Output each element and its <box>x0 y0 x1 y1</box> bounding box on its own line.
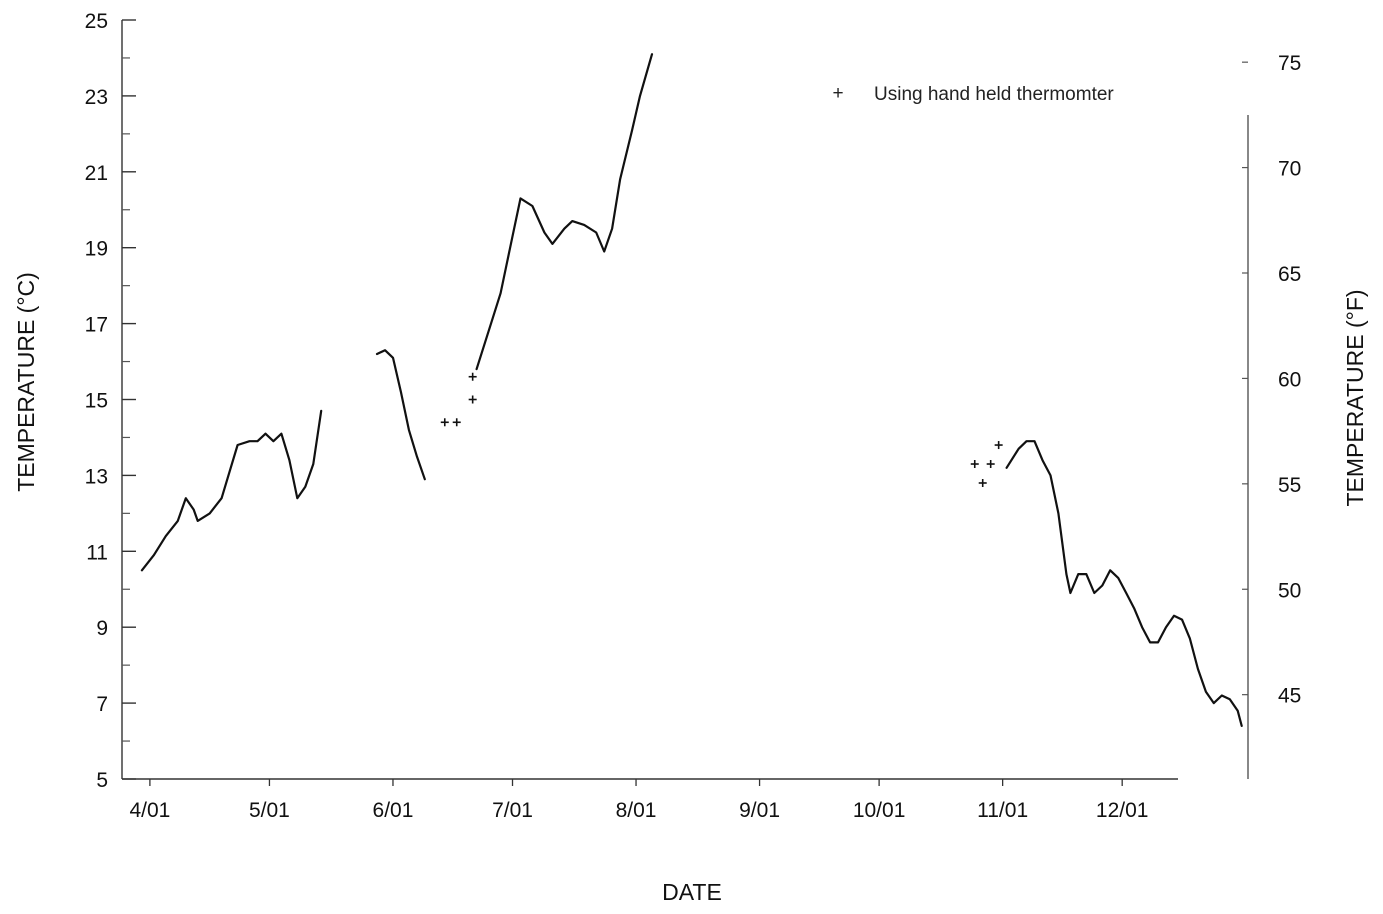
x-tick-label: 6/01 <box>373 799 414 822</box>
hand-held-point <box>440 418 449 427</box>
y-tick-label: 9 <box>96 617 108 640</box>
hand-held-point <box>468 395 477 404</box>
y-tick-label: 21 <box>85 162 108 185</box>
legend-marker: + <box>832 83 843 104</box>
y-tick-label: 7 <box>96 693 108 716</box>
y-tick-label: 5 <box>96 769 108 792</box>
y-tick-label: 15 <box>85 390 108 413</box>
right-y-tick-label: 65 <box>1278 263 1301 286</box>
hand-held-point <box>986 460 995 469</box>
right-y-tick-label: 45 <box>1278 685 1301 708</box>
right-y-tick-label: 55 <box>1278 474 1301 497</box>
y-tick-label: 19 <box>85 238 108 261</box>
x-tick-label: 8/01 <box>616 799 657 822</box>
x-axis-title: DATE <box>662 879 722 905</box>
x-tick-label: 7/01 <box>492 799 533 822</box>
hand-held-points <box>440 372 1003 487</box>
legend: + Using hand held thermomter <box>832 83 1114 105</box>
y-tick-label: 13 <box>85 465 108 488</box>
hand-held-point <box>978 478 987 487</box>
right-y-axis-title: TEMPERATURE (°F) <box>1342 289 1368 506</box>
temperature-series <box>140 53 1243 727</box>
x-tick-label: 5/01 <box>249 799 290 822</box>
right-y-tick-label: 50 <box>1278 579 1301 602</box>
x-axis-ticks: 4/01 5/01 6/01 7/01 8/01 9/01 10/01 11/01 12/01 <box>129 779 1148 822</box>
x-tick-label: 10/01 <box>853 799 906 822</box>
temperature-line-segment <box>1005 440 1243 727</box>
temperature-line-segment <box>375 349 426 481</box>
plot-frame <box>121 20 1249 780</box>
y-tick-label: 23 <box>85 86 108 109</box>
temperature-line-segment <box>140 409 323 572</box>
hand-held-point <box>994 441 1003 450</box>
x-tick-label: 11/01 <box>977 799 1028 822</box>
x-tick-label: 9/01 <box>739 799 780 822</box>
left-y-axis-ticks: 5 7 9 11 13 15 17 19 21 23 25 <box>85 10 136 792</box>
legend-label: Using hand held thermomter <box>874 84 1114 105</box>
y-tick-label: 11 <box>86 541 108 564</box>
right-y-tick-label: 60 <box>1278 368 1301 391</box>
y-tick-label: 17 <box>85 314 108 337</box>
x-tick-label: 12/01 <box>1096 799 1149 822</box>
right-y-tick-label: 75 <box>1278 52 1301 75</box>
hand-held-point <box>970 460 979 469</box>
hand-held-point <box>468 372 477 381</box>
right-y-tick-label: 70 <box>1278 158 1301 181</box>
y-tick-label: 25 <box>85 10 108 33</box>
x-tick-label: 4/01 <box>129 799 170 822</box>
left-y-axis-title: TEMPERATURE (°C) <box>13 272 39 492</box>
temperature-line-segment <box>475 53 654 371</box>
right-y-axis-ticks: 45 50 55 60 65 70 75 <box>1242 52 1301 708</box>
hand-held-point <box>452 418 461 427</box>
